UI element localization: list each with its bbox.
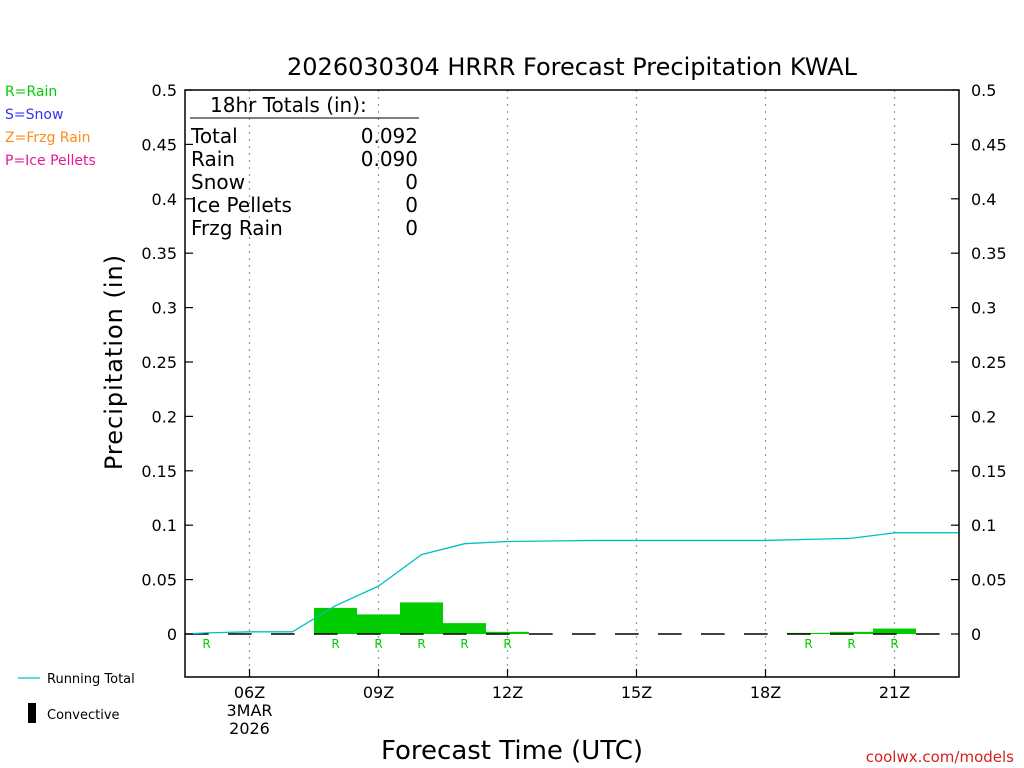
totals-row-value: 0 [405, 216, 418, 240]
y-axis-left: 0.5 0.45 0.4 0.35 0.3 0.25 0.2 0.15 0.1 0.05 0 [141, 81, 193, 644]
totals-box: 18hr Totals (in): Total 0.092 Rain 0.090 Sno… [190, 93, 419, 240]
totals-rows: Total 0.092 Rain 0.090 Snow 0 Ice Pellets 0 Frzg… [190, 124, 418, 240]
y-tick-label: 0.05 [971, 571, 1007, 590]
totals-row-label: Total [190, 124, 238, 148]
x-tick-label: 18Z [750, 683, 781, 702]
totals-row-label: Rain [191, 147, 235, 171]
precip-type-legend-item: Z=Frzg Rain [5, 130, 91, 146]
precip-bar [314, 607, 357, 634]
y-tick-label: 0.2 [971, 407, 996, 426]
y-tick-label: 0.4 [971, 190, 996, 209]
precip-type-label: R [202, 637, 210, 651]
precip-bars [314, 602, 916, 634]
precip-type-label: R [374, 637, 382, 651]
x-tick-label: 06Z [234, 683, 265, 702]
y-tick-label: 0.15 [971, 462, 1007, 481]
precip-type-label: R [331, 637, 339, 651]
y-tick-label: 0.25 [971, 353, 1007, 372]
running-total-key-label: Running Total [47, 672, 135, 687]
x-tick-label: 15Z [621, 683, 652, 702]
precip-bar [357, 614, 400, 634]
x-axis-label: Forecast Time (UTC) [381, 736, 643, 766]
totals-row-value: 0.092 [361, 124, 418, 148]
y-tick-label: 0.1 [152, 516, 177, 535]
totals-row-label: Ice Pellets [191, 193, 292, 217]
y-tick-label: 0.5 [971, 81, 996, 100]
precip-bar [873, 628, 916, 634]
totals-row-label: Frzg Rain [191, 216, 283, 240]
x-tick-label: 3MAR [226, 701, 272, 720]
y-tick-label: 0.1 [971, 516, 996, 535]
y-tick-label: 0.45 [141, 135, 177, 154]
precip-bar [400, 602, 443, 634]
y-tick-label: 0 [971, 625, 981, 644]
precip-type-label: R [503, 637, 511, 651]
precip-type-legend-item: S=Snow [5, 107, 63, 123]
precip-type-label: R [417, 637, 425, 651]
precip-bar [486, 631, 529, 634]
totals-row-value: 0 [405, 170, 418, 194]
x-tick-label: 2026 [229, 719, 270, 738]
series-key: Running Total Convective [18, 672, 135, 723]
y-tick-label: 0.2 [152, 407, 177, 426]
x-tick-label: 12Z [492, 683, 523, 702]
precip-type-label: R [847, 637, 855, 651]
totals-row-value: 0.090 [361, 147, 418, 171]
y-tick-label: 0.15 [141, 462, 177, 481]
y-axis-label: Precipitation (in) [100, 254, 128, 470]
totals-row-label: Snow [191, 170, 245, 194]
convective-key-label: Convective [47, 708, 120, 723]
y-tick-label: 0.05 [141, 571, 177, 590]
totals-row-value: 0 [405, 193, 418, 217]
vertical-gridlines [248, 90, 896, 677]
precip-type-label: R [804, 637, 812, 651]
precip-type-legend-item: P=Ice Pellets [5, 153, 96, 169]
source-url: coolwx.com/models [866, 748, 1014, 766]
precip-bar [830, 631, 873, 634]
precip-type-legend-item: R=Rain [5, 84, 57, 100]
y-tick-label: 0 [167, 625, 177, 644]
precip-type-label: R [890, 637, 898, 651]
y-tick-label: 0.3 [971, 299, 996, 318]
y-axis-right: 0.5 0.45 0.4 0.35 0.3 0.25 0.2 0.15 0.1 0.05 0 [951, 81, 1007, 644]
running-total-line [184, 532, 959, 635]
precip-bar [443, 623, 486, 634]
precip-type-label: R [460, 637, 468, 651]
y-tick-label: 0.45 [971, 135, 1007, 154]
chart-title: 2026030304 HRRR Forecast Precipitation K… [287, 53, 858, 81]
y-tick-label: 0.25 [141, 353, 177, 372]
y-tick-label: 0.5 [152, 81, 177, 100]
y-tick-label: 0.35 [971, 244, 1007, 263]
y-tick-label: 0.4 [152, 190, 177, 209]
convective-key-swatch [28, 703, 36, 723]
y-tick-label: 0.3 [152, 299, 177, 318]
plot-frame [184, 89, 960, 678]
y-tick-label: 0.35 [141, 244, 177, 263]
totals-header: 18hr Totals (in): [210, 93, 367, 117]
x-tick-label: 09Z [363, 683, 394, 702]
precip-type-legend: R=Rain S=Snow Z=Frzg Rain P=Ice Pellets [5, 84, 96, 169]
x-tick-label: 21Z [879, 683, 910, 702]
